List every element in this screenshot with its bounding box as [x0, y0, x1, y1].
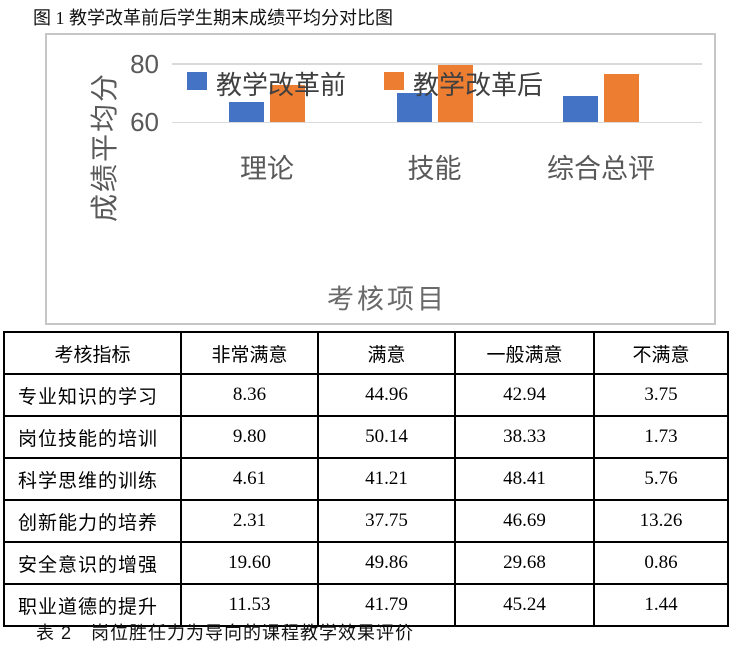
table-row: 岗位技能的培训 9.80 50.14 38.33 1.73 — [3, 415, 729, 459]
row-label-cell: 安全意识的增强 — [3, 541, 182, 585]
value-cell: 2.31 — [180, 499, 319, 543]
bar-教学改革后-综合总评 — [604, 73, 639, 122]
header-cell: 考核指标 — [3, 331, 182, 375]
legend-label: 教学改革后 — [413, 70, 544, 100]
value-cell: 41.21 — [317, 457, 456, 501]
value-cell: 9.80 — [180, 415, 319, 459]
table-caption: 表 2 岗位胜任力为导向的课程教学效果评价 — [36, 623, 415, 643]
figure-caption: 图 1 教学改革前后学生期末成绩平均分对比图 — [33, 8, 393, 28]
row-label-cell: 科学思维的训练 — [3, 457, 182, 501]
value-cell: 11.53 — [180, 583, 319, 627]
table-row: 安全意识的增强 19.60 49.86 29.68 0.86 — [3, 541, 729, 585]
value-cell: 42.94 — [454, 373, 595, 417]
bar-教学改革后-理论 — [270, 85, 305, 122]
value-cell: 19.60 — [180, 541, 319, 585]
value-cell: 1.73 — [593, 415, 729, 459]
table-row: 职业道德的提升 11.53 41.79 45.24 1.44 — [3, 583, 729, 627]
bar-教学改革前-理论 — [229, 101, 264, 122]
gridline — [172, 121, 702, 123]
bar-chart: 成绩平均分 考核项目 教学改革前 教学改革后 80 60 理论 技能 综合总评 — [45, 33, 716, 325]
table-row: 科学思维的训练 4.61 41.21 48.41 5.76 — [3, 457, 729, 501]
table-row: 专业知识的学习 8.36 44.96 42.94 3.75 — [3, 373, 729, 417]
value-cell: 41.79 — [317, 583, 456, 627]
category-label-综合总评: 综合总评 — [547, 154, 655, 184]
row-label-cell: 创新能力的培养 — [3, 499, 182, 543]
legend-swatch — [187, 72, 207, 90]
bar-教学改革后-技能 — [437, 64, 473, 122]
header-cell: 满意 — [317, 331, 456, 375]
value-cell: 37.75 — [317, 499, 456, 543]
value-cell: 44.96 — [317, 373, 456, 417]
header-cell: 不满意 — [593, 331, 729, 375]
value-cell: 29.68 — [454, 541, 595, 585]
value-cell: 3.75 — [593, 373, 729, 417]
value-cell: 38.33 — [454, 415, 595, 459]
value-cell: 46.69 — [454, 499, 595, 543]
row-label-cell: 专业知识的学习 — [3, 373, 182, 417]
value-cell: 45.24 — [454, 583, 595, 627]
gridline — [172, 63, 702, 65]
x-axis-label: 考核项目 — [327, 284, 447, 315]
value-cell: 4.61 — [180, 457, 319, 501]
y-tick: 80 — [130, 48, 159, 79]
legend-item: 教学改革前 — [187, 65, 346, 102]
legend-item: 教学改革后 — [384, 65, 543, 102]
value-cell: 49.86 — [317, 541, 456, 585]
bar-教学改革前-综合总评 — [563, 95, 598, 122]
legend-swatch — [384, 72, 405, 90]
table-body: 专业知识的学习 8.36 44.96 42.94 3.75 岗位技能的培训 9.80 50.1… — [3, 373, 729, 627]
header-cell: 一般满意 — [454, 331, 595, 375]
value-cell: 0.86 — [593, 541, 729, 585]
category-label-技能: 技能 — [407, 154, 462, 184]
results-table: 考核指标 非常满意 满意 一般满意 不满意 专业知识的学习 8.36 44.96 42.94 3… — [3, 331, 729, 627]
bar-教学改革前-技能 — [396, 92, 432, 122]
table-header: 考核指标 非常满意 满意 一般满意 不满意 — [3, 331, 729, 375]
value-cell: 48.41 — [454, 457, 595, 501]
value-cell: 50.14 — [317, 415, 456, 459]
value-cell: 13.26 — [593, 499, 729, 543]
header-cell: 非常满意 — [180, 331, 319, 375]
table-row: 创新能力的培养 2.31 37.75 46.69 13.26 — [3, 499, 729, 543]
value-cell: 5.76 — [593, 457, 729, 501]
chart-legend: 教学改革前 教学改革后 — [187, 65, 543, 102]
row-label-cell: 职业道德的提升 — [3, 583, 182, 627]
value-cell: 8.36 — [180, 373, 319, 417]
value-cell: 1.44 — [593, 583, 729, 627]
row-label-cell: 岗位技能的培训 — [3, 415, 182, 459]
category-label-理论: 理论 — [240, 154, 294, 184]
table-header-row: 考核指标 非常满意 满意 一般满意 不满意 — [3, 331, 729, 375]
y-tick: 60 — [130, 107, 159, 137]
legend-label: 教学改革前 — [216, 70, 347, 100]
y-axis-label: 成绩平均分 — [89, 71, 120, 223]
